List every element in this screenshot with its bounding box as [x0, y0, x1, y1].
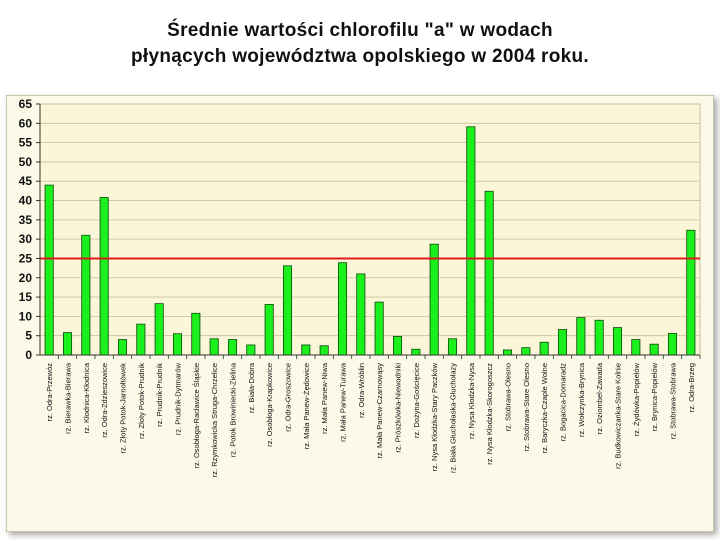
bar: [282, 265, 293, 356]
x-tick-label: rz. Odra-Groszowice: [284, 363, 293, 432]
y-tick-label: 10: [19, 309, 33, 323]
bar: [44, 184, 54, 356]
bar: [264, 304, 274, 356]
bar: [576, 317, 586, 356]
y-tick-label: 50: [19, 155, 33, 169]
bar: [136, 323, 146, 356]
bar: [429, 243, 439, 356]
x-tick-label: rz. Nysa Kłodzka-Nysa: [467, 362, 476, 439]
x-tick-label: rz. Stobrawa-Stare Olesno: [522, 363, 531, 451]
x-tick-label: rz. Kłodnica-Kłodnica: [82, 362, 91, 433]
bar: [209, 338, 219, 356]
y-tick-label: 35: [19, 213, 33, 227]
bar: [649, 343, 659, 356]
bar: [392, 336, 403, 356]
y-tick-label: 40: [19, 194, 33, 208]
x-tick-label: rz. Odra-Brzeg: [687, 363, 696, 412]
bar: [612, 327, 623, 356]
bar: [631, 339, 641, 356]
x-tick-label: rz. Oziombel-Zawada: [595, 362, 604, 434]
bar: [686, 229, 696, 356]
x-tick-label: rz. Mała Panew-Turawa: [339, 362, 348, 442]
x-tick-label: rz. Baryczka-Czaple Wolne: [540, 363, 549, 453]
x-tick-label: rz. Stobrawa-Stobrawa: [669, 362, 678, 439]
y-tick-label: 30: [19, 232, 33, 246]
title-line-1: Średnie wartości chlorofilu "a" w wodach: [167, 20, 553, 41]
x-tick-label: rz. Nysa Kłodzka-Stary Paczków: [430, 362, 439, 471]
x-tick-label: rz. Osobłoga-Racławice Śląskie: [192, 363, 201, 468]
bar: [557, 329, 568, 356]
x-tick-label: rz. Złoty Potok-Prudnik: [137, 363, 146, 439]
x-tick-label: rz. Złoty Potok-Jarnołtówek: [119, 363, 128, 454]
bar: [466, 126, 476, 356]
x-tick-label: rz. Budkowiczanka-Stare Kolnie: [614, 363, 623, 469]
x-tick-label: rz. Rzymkowicka Struga-Chrzelice: [210, 363, 219, 477]
y-tick-label: 65: [19, 97, 33, 111]
bar: [594, 319, 604, 356]
x-tick-label: rz. Nysa Kłodzka-Skorogoszcz: [485, 363, 494, 465]
plot-area: [39, 103, 701, 356]
bar: [319, 345, 329, 356]
y-tick-label: 20: [19, 271, 33, 285]
x-tick-label: rz. Żydówka-Popielów: [632, 362, 641, 436]
bar: [81, 234, 91, 356]
x-tick-label: rz. Odra-Wróblin: [357, 363, 366, 418]
x-tick-label: rz. Bierawka-Bierawa: [64, 362, 73, 434]
bar: [172, 333, 183, 356]
bar: [521, 347, 531, 356]
y-tick-label: 15: [19, 290, 33, 304]
bar: [154, 303, 164, 356]
x-tick-label: rz. Biała-Dobra: [247, 362, 256, 413]
bar: [191, 312, 201, 356]
bar: [484, 190, 494, 356]
bar: [337, 262, 348, 356]
bar: [447, 338, 458, 356]
y-tick-label: 25: [19, 251, 33, 265]
x-tick-label: rz. Mała Panew-Czarnowąsy: [375, 363, 384, 459]
x-tick-label: rz. Stobrawa-Olesno: [504, 363, 513, 431]
x-tick-label: rz. Biała Głuchołaska-Głuchołazy: [449, 363, 458, 473]
bars: [44, 126, 696, 356]
x-tick-label: rz. Odra-Zdzieszowice: [100, 363, 109, 438]
x-tick-label: rz. Prudnik-Dytmarów: [174, 362, 183, 435]
x-tick-label: rz. Mała Panew-Niwa: [320, 362, 329, 434]
x-tick-label: rz. Prudnik-Prudnik: [155, 363, 164, 427]
y-tick-label: 55: [19, 136, 33, 150]
y-tick-label: 0: [25, 348, 32, 362]
y-tick-label: 5: [25, 329, 32, 343]
x-tick-label: rz. Potok Browiniecki-Zielina: [229, 362, 238, 457]
title-line-2: płynących województwa opolskiego w 2004 …: [130, 46, 589, 67]
bar: [356, 273, 366, 356]
x-tick-label: rz. Wołczynka-Brynica: [577, 362, 586, 437]
bar: [667, 332, 678, 356]
x-tick-label: rz. Mała Panew-Żędowice: [302, 363, 311, 449]
bar: [246, 344, 256, 356]
bar: [539, 341, 549, 356]
bar: [374, 301, 384, 356]
x-tick-label: rz. Dożyna-Gościęcice: [412, 363, 421, 438]
y-tick-label: 60: [19, 116, 33, 130]
bar: [117, 339, 128, 356]
y-axis-ticks: 0 5 10 15 20 25 30 35 40 45 50 55 60 65: [19, 97, 40, 362]
x-tick-label: rz. Brynica-Popielów: [650, 362, 659, 431]
bar: [411, 348, 421, 356]
x-tick-label: rz. Osobłoga-Krapkowice: [265, 363, 274, 447]
bar: [301, 344, 311, 356]
bar: [99, 197, 109, 356]
chart-title: Średnie wartości chlorofilu "a" w wodach…: [40, 18, 680, 70]
bar: [62, 332, 73, 356]
bar: [502, 349, 513, 356]
y-tick-label: 45: [19, 174, 33, 188]
x-tick-label: rz. Bogacica-Domaradz: [559, 363, 568, 442]
x-axis-ticks: rz. Odra-Przewóz rz. Bierawka-Bierawa rz. …: [45, 355, 701, 477]
x-tick-label: rz. Prószkówka-Niewodniki: [394, 363, 403, 453]
bar: [227, 339, 238, 356]
x-tick-label: rz. Odra-Przewóz: [45, 363, 54, 422]
